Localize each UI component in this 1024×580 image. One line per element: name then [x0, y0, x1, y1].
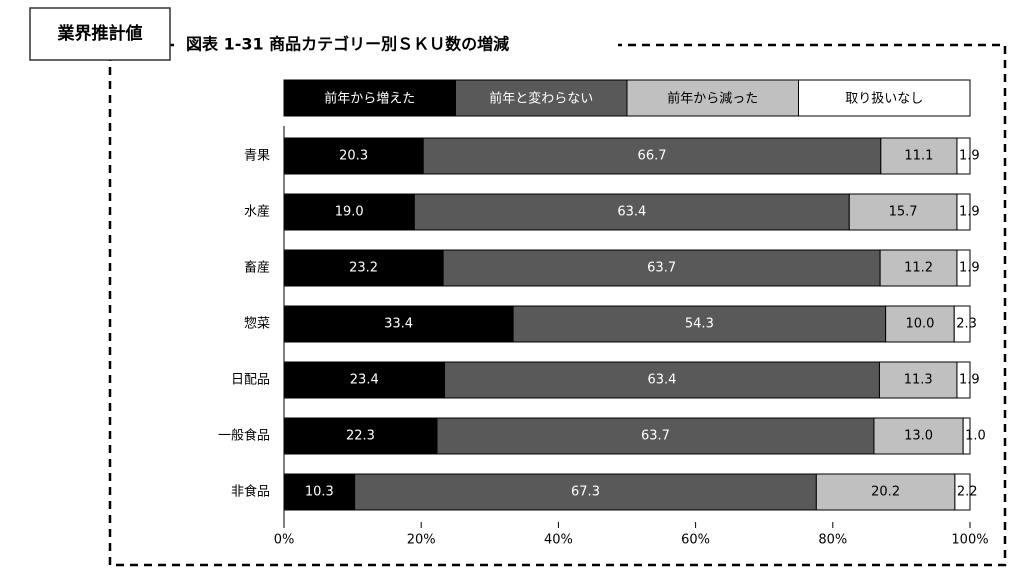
- value-label: 1.9: [959, 205, 980, 220]
- legend-swatch: [798, 79, 971, 117]
- y-tick-label: 惣菜: [244, 317, 270, 332]
- x-tick-label: 0%: [274, 533, 295, 548]
- value-label: 2.2: [957, 485, 978, 500]
- value-label: 11.1: [904, 149, 933, 164]
- value-label: 20.3: [339, 149, 368, 164]
- value-label: 10.0: [905, 317, 934, 332]
- bar-segment: [354, 473, 817, 511]
- bar-segment: [956, 361, 971, 399]
- bar-segment: [885, 305, 955, 343]
- bar-segment: [436, 417, 875, 455]
- value-label: 11.3: [904, 373, 933, 388]
- value-label: 63.7: [647, 261, 676, 276]
- legend-label: 取り扱いなし: [845, 92, 923, 107]
- bar-segment: [283, 417, 438, 455]
- bar-segment: [848, 193, 958, 231]
- bar-segment: [283, 473, 356, 511]
- bar-segment: [283, 361, 446, 399]
- bar-segment: [815, 473, 956, 511]
- legend-swatch: [455, 79, 628, 117]
- bar-segment: [956, 137, 971, 175]
- legend-label: 前年と変わらない: [489, 91, 593, 107]
- legend-swatch: [283, 79, 456, 117]
- x-tick-label: 40%: [544, 533, 573, 548]
- y-tick-label: 畜産: [244, 260, 270, 276]
- value-label: 63.7: [641, 429, 670, 444]
- value-label: 66.7: [638, 149, 667, 164]
- value-label: 13.0: [904, 429, 933, 444]
- bar-segment: [953, 305, 971, 343]
- bar-segment: [512, 305, 887, 343]
- bar-segment: [956, 249, 971, 287]
- value-label: 1.9: [959, 261, 980, 276]
- value-label: 1.9: [959, 149, 980, 164]
- value-label: 63.4: [648, 373, 677, 388]
- value-label: 1.9: [959, 373, 980, 388]
- bar-segment: [873, 417, 964, 455]
- bar-segment: [956, 193, 971, 231]
- y-tick-label: 一般食品: [218, 428, 270, 444]
- x-tick-label: 20%: [407, 533, 436, 548]
- value-label: 15.7: [889, 205, 918, 220]
- bar-segment: [422, 137, 882, 175]
- value-label: 54.3: [685, 317, 714, 332]
- note: 業界推計値: [58, 23, 143, 44]
- legend-label: 前年から減った: [667, 91, 758, 107]
- value-label: 23.4: [350, 373, 379, 388]
- title-backdrop: [178, 32, 618, 58]
- bar-segment: [283, 137, 424, 175]
- bar-segment: [954, 473, 971, 511]
- bar-segment: [962, 417, 971, 455]
- value-label: 22.3: [346, 429, 375, 444]
- value-label: 23.2: [349, 261, 378, 276]
- x-tick-label: 60%: [681, 533, 710, 548]
- value-label: 1.0: [965, 429, 986, 444]
- y-tick-label: 非食品: [231, 484, 270, 500]
- x-tick-label: 80%: [818, 533, 847, 548]
- note-box: [29, 7, 171, 61]
- value-label: 2.3: [956, 317, 977, 332]
- chart-title: 図表 1-31 商品カテゴリー別ＳＫＵ数の増減: [186, 35, 509, 54]
- y-tick-label: 水産: [244, 204, 270, 220]
- legend-label: 前年から増えた: [324, 91, 415, 107]
- value-label: 11.2: [904, 261, 933, 276]
- y-tick-label: 日配品: [231, 373, 270, 388]
- value-label: 19.0: [335, 205, 364, 220]
- value-label: 33.4: [384, 317, 413, 332]
- value-label: 63.4: [617, 205, 646, 220]
- x-tick-label: 100%: [951, 533, 988, 548]
- legend-swatch: [626, 79, 799, 117]
- y-tick-label: 青果: [244, 149, 270, 164]
- value-label: 20.2: [871, 485, 900, 500]
- bar-segment: [413, 193, 850, 231]
- dashed-frame: [108, 43, 1007, 567]
- value-label: 10.3: [305, 485, 334, 500]
- value-label: 67.3: [571, 485, 600, 500]
